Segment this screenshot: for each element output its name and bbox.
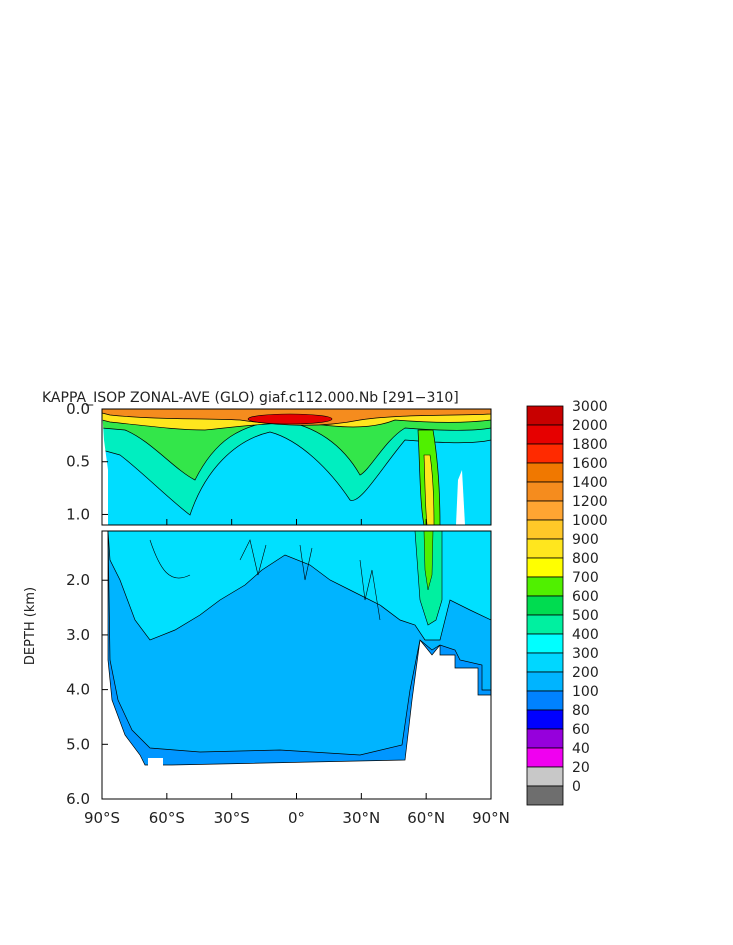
lower-y-axis: 2.0 3.0 4.0 5.0 6.0 [66, 571, 108, 808]
colorbar-swatch [526, 519, 564, 540]
colorbar-swatch [526, 538, 564, 559]
colorbar-label: 100 [572, 684, 599, 700]
y-tick-label: 0.0 [66, 400, 90, 418]
colorbar: 3000200018001600140012001000900800700600… [526, 399, 608, 806]
colorbar-label: 900 [572, 532, 599, 548]
colorbar-label: 40 [572, 741, 590, 757]
colorbar-swatch [526, 709, 564, 730]
y-tick-label: 5.0 [66, 735, 90, 753]
y-tick-label: 4.0 [66, 681, 90, 699]
colorbar-label: 60 [572, 722, 590, 738]
colorbar-label: 80 [572, 703, 590, 719]
colorbar-swatch [526, 652, 564, 673]
lower-60n-core [423, 531, 434, 591]
colorbar-label: 1800 [572, 437, 608, 453]
colorbar-swatch [526, 405, 564, 426]
colorbar-label: 0 [572, 779, 581, 795]
colorbar-label: 300 [572, 646, 599, 662]
colorbar-label: 400 [572, 627, 599, 643]
colorbar-swatch [526, 576, 564, 597]
x-tick-label: 90°N [472, 809, 510, 827]
colorbar-label: 600 [572, 589, 599, 605]
colorbar-swatch [526, 595, 564, 616]
x-axis: 90°S 60°S 30°S 0° 30°N 60°N 90°N [84, 519, 510, 827]
y-tick-label: 2.0 [66, 571, 90, 589]
colorbar-swatch [526, 443, 564, 464]
y-tick-label: 1.0 [66, 505, 90, 523]
x-tick-label: 60°N [407, 809, 445, 827]
colorbar-label: 1000 [572, 513, 608, 529]
upper-panel [102, 409, 491, 525]
colorbar-label: 1400 [572, 475, 608, 491]
colorbar-label: 1600 [572, 456, 608, 472]
colorbar-label: 800 [572, 551, 599, 567]
y-axis-label: DEPTH (km) [23, 587, 38, 665]
x-tick-label: 30°S [214, 809, 250, 827]
colorbar-label: 2000 [572, 418, 608, 434]
lower-panel [102, 531, 491, 799]
colorbar-swatch [526, 481, 564, 502]
colorbar-swatch [526, 766, 564, 787]
lower-contour-lines [149, 539, 381, 621]
colorbar-swatch [526, 614, 564, 635]
chart-title: KAPPA_ISOP ZONAL-AVE (GLO) giaf.c112.000… [42, 390, 459, 406]
upper-seafloor-mask [102, 409, 108, 525]
colorbar-swatch [526, 557, 564, 578]
lower-antarctic-shelf [148, 758, 163, 768]
colorbar-swatch [526, 671, 564, 692]
upper-red-core [247, 413, 333, 425]
colorbar-swatch [526, 633, 564, 654]
y-tick-label: 6.0 [66, 790, 90, 808]
upper-arctic-ridge [456, 470, 465, 525]
colorbar-label: 1200 [572, 494, 608, 510]
x-tick-label: 90°S [84, 809, 120, 827]
colorbar-swatch [526, 462, 564, 483]
colorbar-swatch [526, 424, 564, 445]
x-tick-label: 0° [288, 809, 305, 827]
colorbar-label: 3000 [572, 399, 608, 415]
colorbar-swatch [526, 747, 564, 768]
x-tick-label: 60°S [149, 809, 185, 827]
colorbar-swatch [526, 500, 564, 521]
lower-400-layer [107, 531, 491, 641]
colorbar-swatch [526, 690, 564, 711]
colorbar-label: 700 [572, 570, 599, 586]
colorbar-swatch [526, 728, 564, 749]
upper-y-axis: 0.0 0.5 1.0 [66, 400, 108, 523]
colorbar-label: 20 [572, 760, 590, 776]
colorbar-label: 500 [572, 608, 599, 624]
upper-60n-core [423, 454, 435, 525]
y-tick-label: 3.0 [66, 626, 90, 644]
y-tick-label: 0.5 [66, 453, 90, 471]
x-tick-label: 30°N [342, 809, 380, 827]
colorbar-swatch [526, 785, 564, 806]
colorbar-label: 200 [572, 665, 599, 681]
